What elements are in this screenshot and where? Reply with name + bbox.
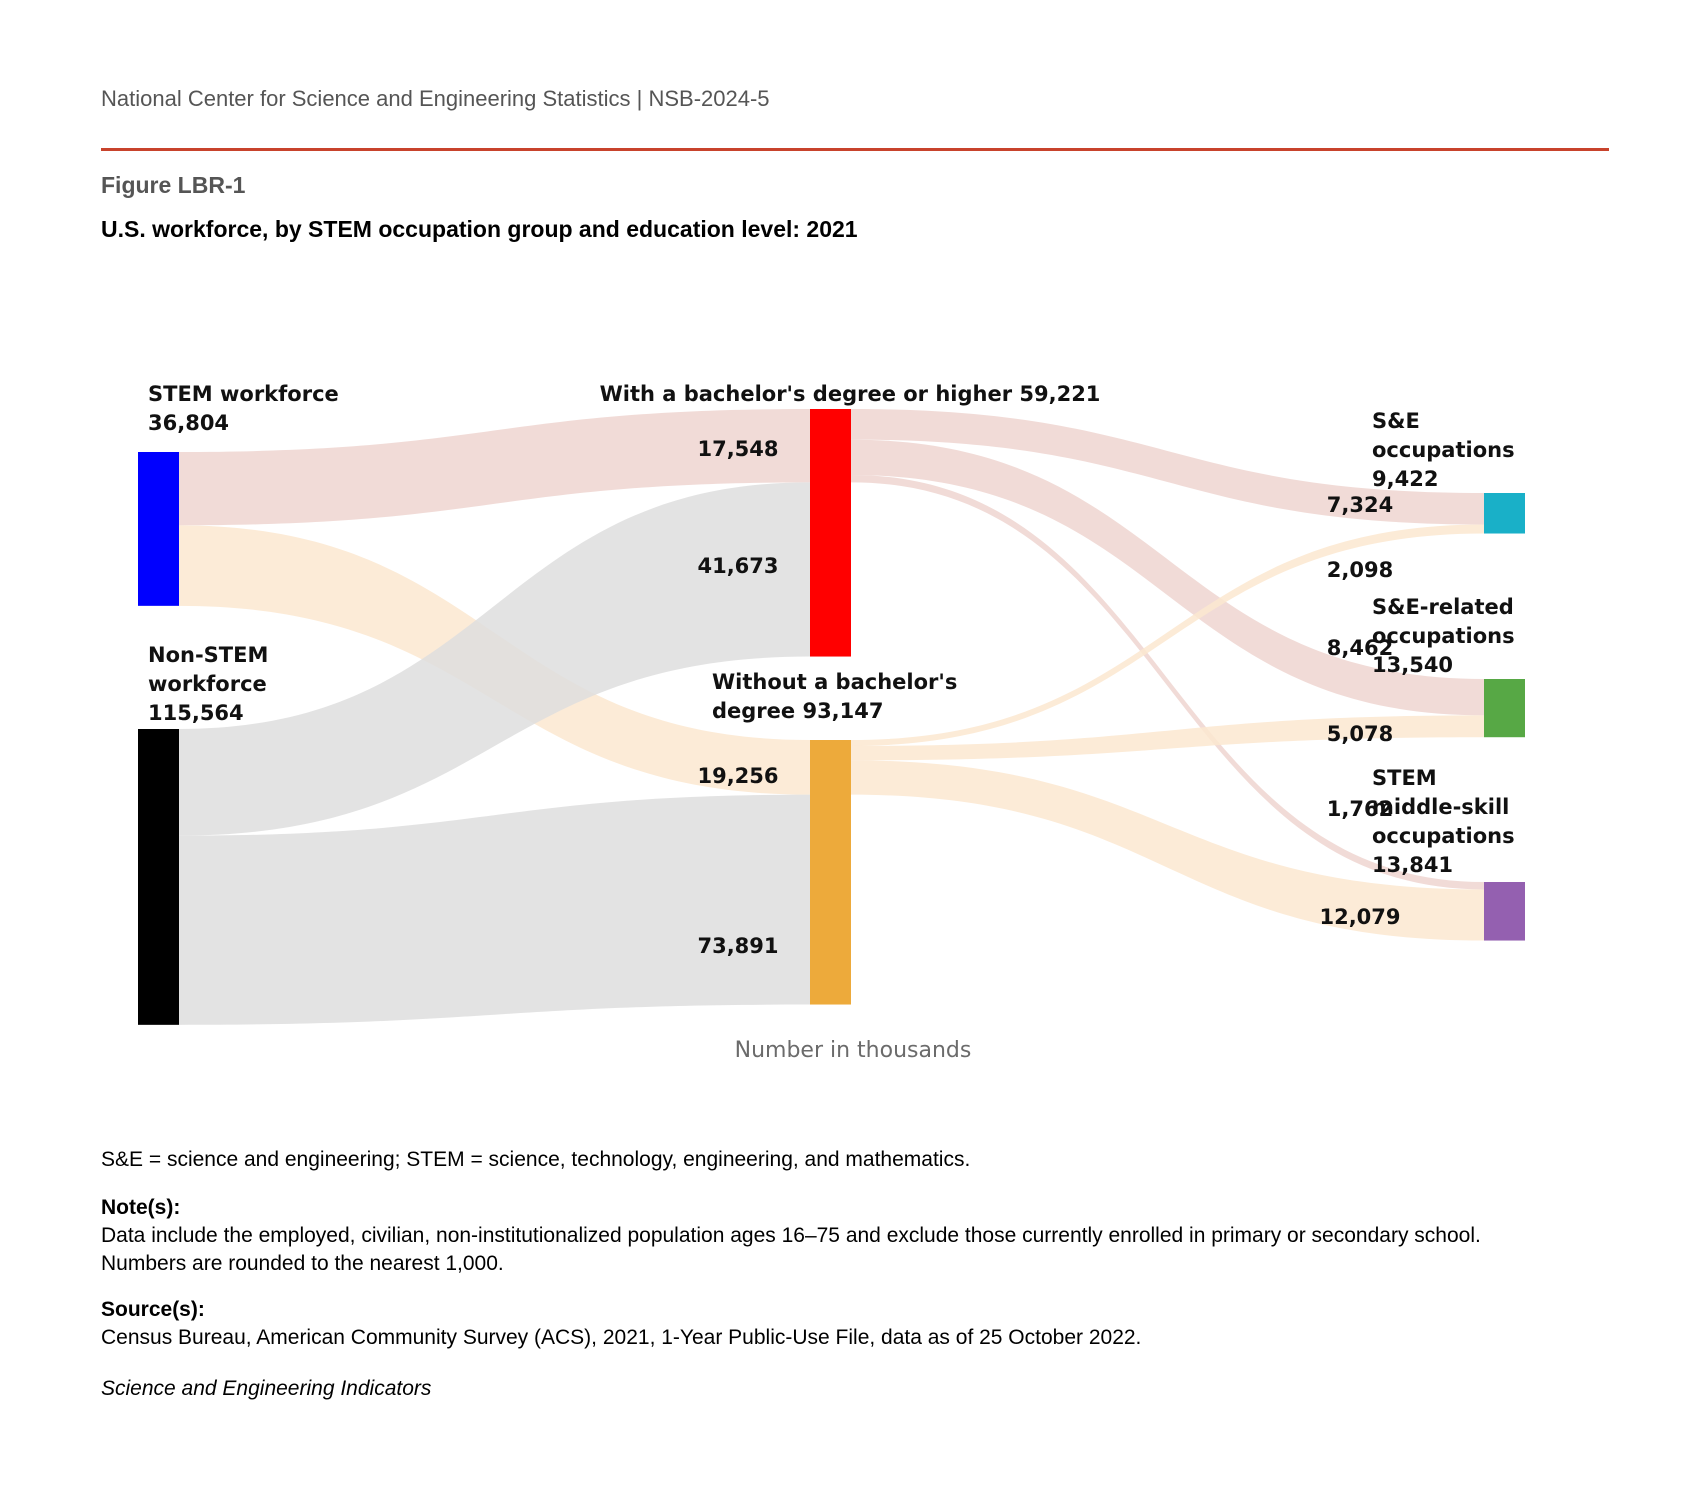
node-label-midskill: STEM middle-skill occupations 13,841 — [1372, 766, 1515, 877]
link-nobach-to-serel — [851, 715, 1484, 761]
notes-heading: Note(s): — [101, 1196, 181, 1219]
sankey-nodes — [138, 409, 1525, 1025]
sankey-labels: 17,548 19,256 41,673 73,891 7,324 8,462 1,762 2… — [148, 382, 1515, 958]
node-label-nonstem: Non-STEM workforce 115,564 — [148, 643, 268, 725]
figure-title: U.S. workforce, by STEM occupation group… — [101, 216, 858, 242]
node-midskill — [1484, 882, 1525, 941]
source-section: Source(s): Census Bureau, American Commu… — [101, 1296, 1561, 1352]
link-nobach-to-midskill — [851, 760, 1484, 941]
link-label-bach-to-se: 7,324 — [1327, 493, 1393, 517]
publication-name: Science and Engineering Indicators — [101, 1377, 432, 1400]
link-bach-to-se — [851, 409, 1484, 525]
sankey-links — [179, 409, 1484, 1025]
node-nobach — [810, 740, 851, 1005]
link-nonstem-to-nobach — [179, 794, 810, 1025]
node-nonstem — [138, 729, 179, 1025]
source-text: Census Bureau, American Community Survey… — [101, 1326, 1142, 1349]
node-se — [1484, 493, 1525, 534]
axis-label: Number in thousands — [735, 1038, 972, 1063]
node-label-nobach: Without a bachelor's degree 93,147 — [712, 670, 957, 723]
link-bach-to-midskill — [851, 474, 1484, 890]
link-stem-to-bach — [179, 409, 810, 526]
link-bach-to-serel — [851, 439, 1484, 716]
node-label-se: S&E occupations 9,422 — [1372, 409, 1515, 491]
link-label-nonstem-to-nobach: 73,891 — [697, 934, 778, 958]
node-label-serel: S&E-related occupations 13,540 — [1372, 595, 1515, 677]
node-label-bach: With a bachelor's degree or higher 59,22… — [600, 382, 1101, 406]
link-nonstem-to-bach — [179, 482, 810, 836]
node-stem — [138, 452, 179, 606]
link-label-stem-to-nobach: 19,256 — [697, 764, 778, 788]
notes-text: Data include the employed, civilian, non… — [101, 1224, 1481, 1275]
source-heading: Source(s): — [101, 1298, 205, 1321]
link-label-stem-to-bach: 17,548 — [697, 437, 778, 461]
link-label-nobach-to-midskill: 12,079 — [1319, 905, 1400, 929]
node-serel — [1484, 679, 1525, 738]
link-nobach-to-se — [851, 524, 1484, 746]
node-label-stem: STEM workforce 36,804 — [148, 382, 339, 435]
link-label-nonstem-to-bach: 41,673 — [697, 554, 778, 578]
node-bach — [810, 409, 851, 657]
link-label-nobach-to-serel: 5,078 — [1327, 722, 1393, 746]
notes-section: Note(s): Data include the employed, civi… — [101, 1194, 1561, 1278]
link-label-nobach-to-se: 2,098 — [1327, 558, 1393, 582]
abbreviations-note: S&E = science and engineering; STEM = sc… — [101, 1148, 971, 1171]
link-label-bach-to-serel: 8,462 — [1327, 636, 1393, 660]
publisher-header: National Center for Science and Engineer… — [101, 86, 770, 111]
link-label-bach-to-midskill: 1,762 — [1327, 797, 1393, 821]
figure-label: Figure LBR-1 — [101, 172, 246, 198]
header-rule — [101, 148, 1609, 151]
